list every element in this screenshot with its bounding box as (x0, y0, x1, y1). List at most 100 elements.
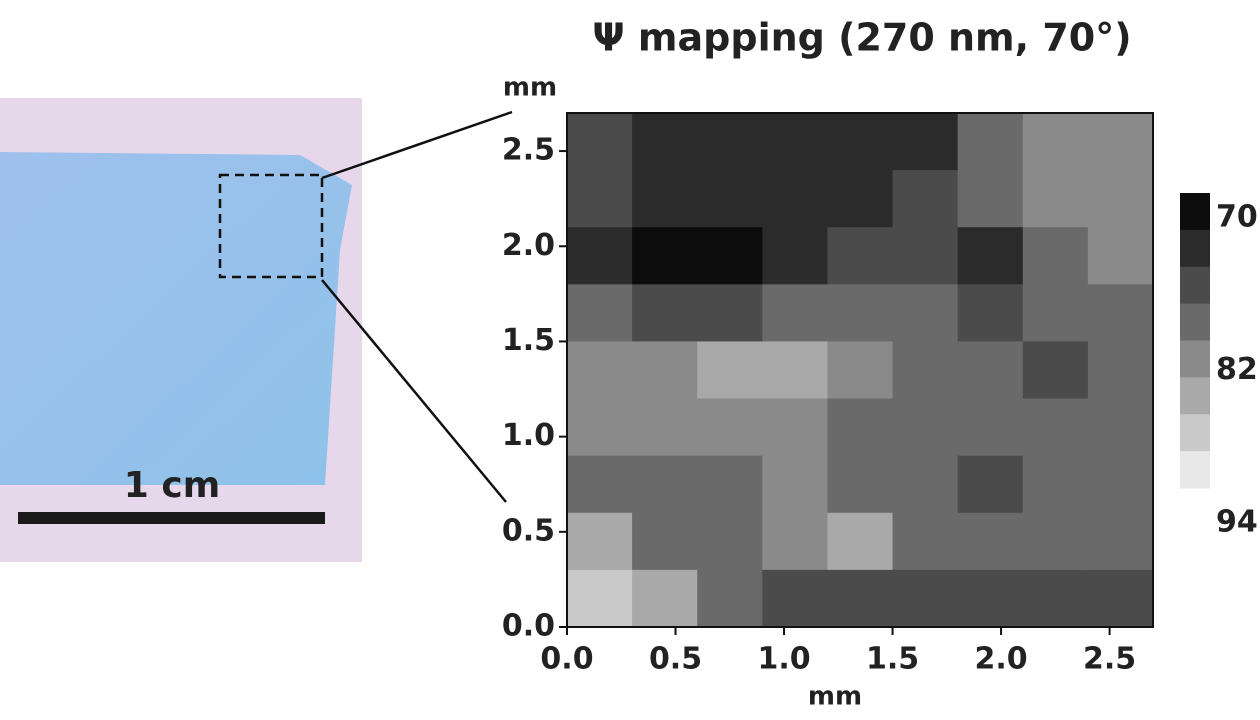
y-tick-label: 1.5 (502, 323, 555, 358)
cell (957, 170, 1024, 228)
cell (762, 170, 828, 228)
cell (632, 113, 698, 171)
cell (1087, 512, 1154, 571)
colorbar-band (1180, 414, 1210, 452)
cell (697, 398, 763, 457)
cell (1022, 113, 1089, 171)
x-axis-label: mm (808, 682, 862, 712)
cell (827, 227, 894, 285)
cell (892, 512, 959, 571)
cell (892, 455, 959, 514)
cell (1022, 341, 1089, 400)
cell (892, 227, 959, 285)
cell (827, 341, 894, 400)
x-tick-label: 2.0 (974, 642, 1027, 677)
cell (827, 398, 894, 457)
colorbar-band (1180, 303, 1210, 341)
cell (957, 455, 1024, 514)
cell (1087, 455, 1154, 514)
cell (1022, 398, 1089, 457)
colorbar-band (1180, 266, 1210, 305)
y-tick-label: 0.0 (502, 609, 555, 644)
cell (957, 512, 1024, 571)
colorbar-label: 94 (1216, 505, 1258, 540)
cell (762, 113, 828, 171)
cell (632, 398, 698, 457)
colorbar-band (1180, 377, 1210, 415)
cell (632, 284, 698, 342)
colorbar-label: 82 (1216, 352, 1258, 387)
colorbar-band (1180, 193, 1210, 231)
cell (957, 398, 1024, 457)
cell (1022, 455, 1089, 514)
colorbar-label: 70 (1216, 200, 1258, 235)
cell (697, 113, 763, 171)
cell (632, 455, 698, 514)
cell (1087, 227, 1154, 285)
cell (697, 455, 763, 514)
cell (1022, 170, 1089, 228)
cell (567, 113, 633, 171)
cell (567, 170, 633, 228)
x-tick-label: 0.0 (540, 642, 593, 677)
zoom-line (321, 110, 513, 180)
cell (762, 512, 828, 571)
cell (567, 512, 633, 571)
cell (567, 341, 633, 400)
scale-bar (18, 512, 325, 524)
colorbar-band (1180, 229, 1210, 268)
cell (827, 170, 894, 228)
cell (567, 284, 633, 342)
cell (957, 341, 1024, 400)
cell (1087, 170, 1154, 228)
cell (957, 284, 1024, 342)
cell (697, 569, 763, 628)
cell (762, 455, 828, 514)
colorbar-band (1180, 340, 1210, 378)
cell (957, 569, 1024, 628)
cell (892, 284, 959, 342)
cell (892, 170, 959, 228)
cell (567, 455, 633, 514)
cell (697, 227, 763, 285)
cell (1022, 569, 1089, 628)
zoom-box (218, 173, 324, 279)
cell (1087, 569, 1154, 628)
cell (697, 170, 763, 228)
plot-frame (566, 112, 1154, 628)
cell (632, 227, 698, 285)
cell (957, 227, 1024, 285)
x-tick-label: 1.5 (866, 642, 919, 677)
colorbar-band (1180, 451, 1210, 489)
cell (892, 341, 959, 400)
y-tick-label: 0.5 (502, 513, 555, 548)
cell (762, 284, 828, 342)
x-tick-label: 1.0 (757, 642, 810, 677)
cell (697, 512, 763, 571)
cell (827, 284, 894, 342)
cell (697, 284, 763, 342)
y-tick-label: 2.0 (502, 228, 555, 263)
cell (762, 341, 828, 400)
cell (957, 113, 1024, 171)
y-axis-label: mm (503, 73, 557, 103)
cell (892, 569, 959, 628)
y-tick-label: 2.5 (502, 133, 555, 168)
x-tick-label: 0.5 (649, 642, 702, 677)
cell (1022, 284, 1089, 342)
cell (697, 341, 763, 400)
cell (1022, 512, 1089, 571)
cell (762, 569, 828, 628)
cell (632, 341, 698, 400)
cell (567, 569, 633, 628)
chart-title: Ψ mapping (270 nm, 70°) (592, 16, 1131, 60)
cell (827, 512, 894, 571)
cell (1087, 341, 1154, 400)
cell (1022, 227, 1089, 285)
cell (1087, 284, 1154, 342)
cell (827, 455, 894, 514)
cell (762, 227, 828, 285)
cell (827, 569, 894, 628)
photo: 1 cm (0, 98, 513, 562)
